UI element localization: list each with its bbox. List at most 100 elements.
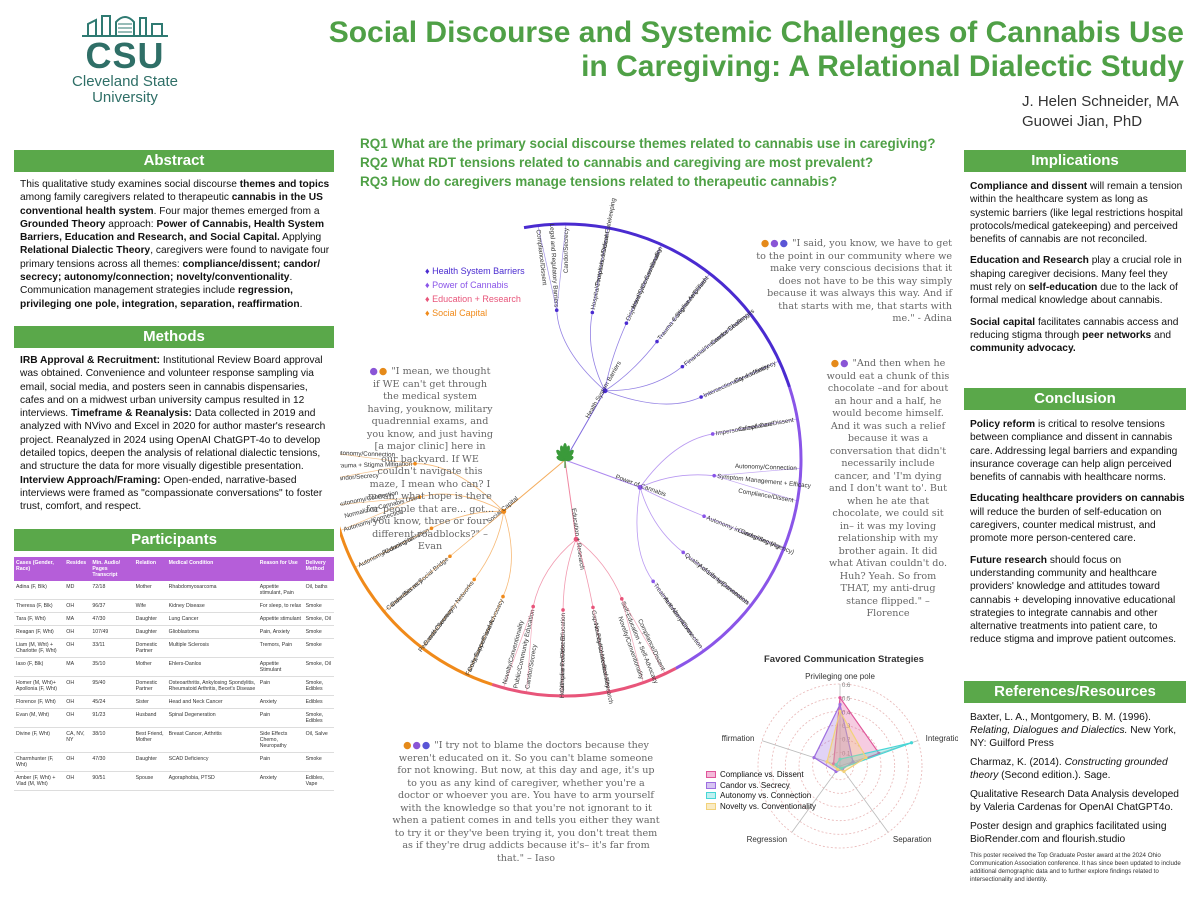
legend-item: ♦ Social Capital bbox=[425, 308, 488, 318]
table-cell: Charmhunter (F, Wht) bbox=[14, 752, 65, 772]
tree-branch bbox=[449, 511, 504, 557]
legend-item: ♦ Power of Cannabis bbox=[425, 280, 509, 290]
table-row: Divine (F, Wht) CA, NV, NY 38/10 Best Frien… bbox=[14, 727, 334, 753]
table-cell: 72/18 bbox=[90, 581, 134, 600]
table-cell: OH bbox=[64, 676, 91, 696]
table-cell: Appetite Stimulant bbox=[257, 657, 304, 677]
tree-branch bbox=[561, 609, 564, 696]
radar-point bbox=[831, 762, 836, 766]
radar-point bbox=[838, 696, 842, 700]
table-row: Amber (F, Wht) + Vlad (M, Wht) OH 90/51 Spo… bbox=[14, 771, 334, 791]
tree-branch bbox=[564, 459, 577, 540]
participants-heading: Participants bbox=[14, 529, 334, 551]
tension-label: Autonomy/Connection bbox=[697, 562, 751, 606]
table-header-cell: Reason for Use bbox=[257, 557, 304, 581]
radar-axis-label: Integration bbox=[926, 734, 958, 743]
radar-point bbox=[838, 709, 842, 713]
radar-ring-label: 0.6 bbox=[842, 683, 851, 689]
references-heading: References/Resources bbox=[964, 681, 1186, 703]
table-cell: Kidney Disease bbox=[166, 599, 258, 613]
award-note: This poster received the Top Graduate Po… bbox=[970, 852, 1181, 883]
table-header-cell: Delivery Method bbox=[303, 557, 334, 581]
radar-ring-label: 0.2 bbox=[842, 738, 851, 744]
table-cell: Lung Cancer bbox=[166, 612, 258, 626]
table-row: Tara (F, Wht) MA 47/30 Daughter Lung Cancer A… bbox=[14, 612, 334, 626]
reference-3: Qualitative Research Data Analysis devel… bbox=[970, 789, 1179, 813]
tension-label: Novelty/Conventionality bbox=[592, 623, 611, 690]
tree-branch bbox=[503, 606, 534, 688]
tree-branch bbox=[712, 418, 798, 435]
radar-axis-label: Privileging one pole bbox=[805, 672, 875, 681]
radar-point bbox=[835, 767, 840, 771]
radar-point bbox=[838, 757, 842, 761]
tension-label: Candor/Secrecy bbox=[422, 606, 455, 647]
table-cell: Multiple Sclerosis bbox=[166, 638, 258, 658]
tree-branch bbox=[340, 496, 420, 505]
radar-point bbox=[864, 755, 868, 760]
tension-label: Compliance/Dissent bbox=[559, 636, 567, 692]
tree-branch bbox=[503, 459, 566, 512]
theme-arc bbox=[491, 667, 677, 698]
tension-label: Autonomy/Connection bbox=[340, 450, 396, 459]
poster-title: Social Discourse and Systemic Challenges… bbox=[284, 16, 1184, 84]
table-cell: Anxiety bbox=[257, 695, 304, 709]
radar-point bbox=[825, 760, 829, 764]
table-cell: Glioblastoma bbox=[166, 625, 258, 639]
tree-branch bbox=[714, 467, 801, 477]
table-cell: Smoke bbox=[303, 638, 334, 658]
table-cell: Iaso (F, Blk) bbox=[14, 657, 65, 677]
abstract-text: This qualitative study examines social d… bbox=[20, 179, 330, 310]
table-cell: Head and Neck Cancer bbox=[166, 695, 258, 709]
tree-branch bbox=[340, 463, 416, 478]
tension-label: Compliance/Dissent bbox=[738, 417, 795, 434]
table-row: Iaso (F, Blk) MA 35/10 Mother Ehlers-Danlos A… bbox=[14, 657, 334, 677]
table-cell: MA bbox=[64, 657, 91, 677]
tree-branch bbox=[415, 463, 504, 512]
radar-ring-label: 0.3 bbox=[842, 724, 851, 730]
csu-logo: CSU Cleveland State University bbox=[60, 10, 190, 120]
table-cell: Daughter bbox=[133, 625, 167, 639]
table-cell: 90/51 bbox=[90, 771, 134, 791]
tension-label: Compliance/Dissent bbox=[466, 619, 496, 673]
table-cell: Domestic Partner bbox=[133, 638, 167, 658]
radar-axis-label: Regression bbox=[747, 835, 787, 844]
reference-2: Charmaz, K. (2014). Constructing grounde… bbox=[970, 757, 1168, 781]
radar-point bbox=[834, 769, 838, 774]
implications-section: Implications Compliance and dissent will… bbox=[964, 150, 1186, 359]
table-header-cell: Relation bbox=[133, 557, 167, 581]
tree-branch bbox=[564, 390, 606, 461]
table-row: Florence (F, Wht) OH 45/24 Sister Head and N… bbox=[14, 695, 334, 709]
radar-axis bbox=[791, 765, 841, 833]
table-cell: Spouse bbox=[133, 771, 167, 791]
quote-florence: ●● "And then when he would eat a chunk o… bbox=[826, 358, 950, 619]
table-cell: Tara (F, Wht) bbox=[14, 612, 65, 626]
radar-legend-item: Autonomy vs. Connection bbox=[706, 791, 816, 802]
tree-branch bbox=[621, 598, 666, 674]
tree-branch bbox=[703, 515, 784, 549]
conclusion-p3: Future research should focus on understa… bbox=[970, 554, 1177, 646]
tree-branch bbox=[682, 552, 752, 606]
logo-line1: Cleveland State bbox=[72, 73, 178, 90]
table-cell: OH bbox=[64, 599, 91, 613]
table-cell: Smoke, Oil bbox=[303, 657, 334, 677]
tension-label: Compliance/Dissent bbox=[534, 229, 547, 286]
topic-label: Healthcare Provider Education bbox=[559, 612, 567, 698]
cannabis-leaf-icon bbox=[556, 443, 574, 468]
radar-chart: 0.1 0.2 0.3 0.4 0.5 0.6 Privileging one pole In… bbox=[722, 672, 958, 849]
legend-item: ♦ Health System Barriers bbox=[425, 266, 525, 276]
tree-branch bbox=[592, 607, 610, 692]
table-cell: Adina (F, Blk) bbox=[14, 581, 65, 600]
tree-branch bbox=[640, 474, 715, 488]
tree-branch bbox=[639, 487, 684, 553]
table-cell: Reagan (F, Wht) bbox=[14, 625, 65, 639]
table-cell: Smoke bbox=[303, 625, 334, 639]
rq-3: RQ3 How do caregivers manage tensions re… bbox=[360, 174, 838, 189]
legend-item: ♦ Education + Research bbox=[425, 294, 521, 304]
tree-branch bbox=[473, 511, 505, 580]
tree-branch bbox=[502, 511, 512, 597]
table-cell: Pain bbox=[257, 676, 304, 696]
table-cell: Smoke, Oil bbox=[303, 612, 334, 626]
radar-ring-label: 0.1 bbox=[842, 751, 851, 757]
logo-wordmark: CSU bbox=[85, 35, 165, 76]
table-cell: Mother bbox=[133, 581, 167, 600]
